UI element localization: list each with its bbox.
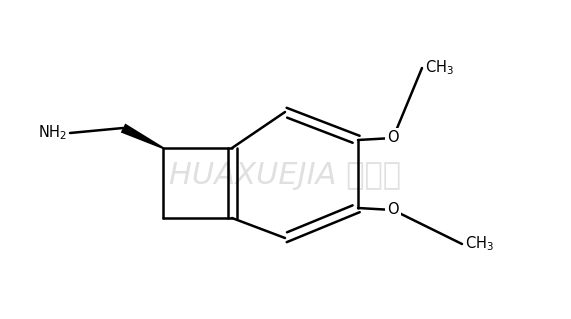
Text: CH$_3$: CH$_3$ [425,59,454,77]
Text: O: O [387,203,399,218]
Text: CH$_3$: CH$_3$ [465,235,494,253]
Polygon shape [120,123,163,149]
Text: HUAXUEJIA 化学加: HUAXUEJIA 化学加 [169,160,401,189]
Text: NH$_2$: NH$_2$ [38,124,67,142]
Text: O: O [387,130,399,145]
